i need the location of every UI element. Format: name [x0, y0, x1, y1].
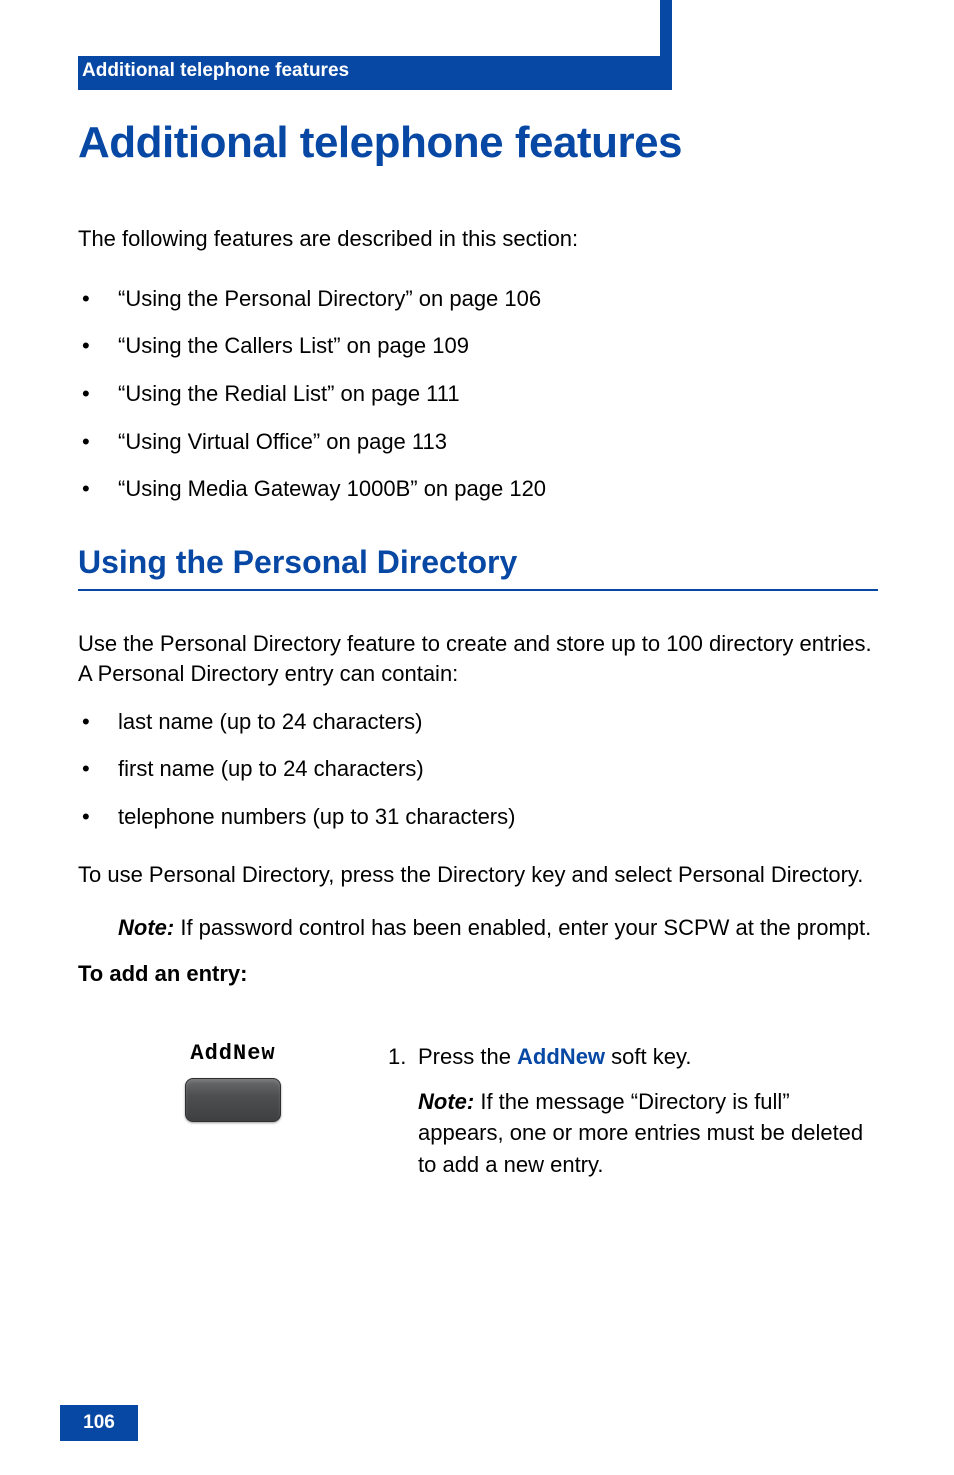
note-body: If password control has been enabled, en… — [174, 915, 871, 940]
field-item: last name (up to 24 characters) — [78, 707, 878, 737]
step-illustration: AddNew — [78, 1041, 388, 1122]
intro-paragraph: The following features are described in … — [78, 224, 878, 254]
page-number: 106 — [60, 1405, 138, 1441]
subhead: To add an entry: — [78, 961, 878, 987]
page-title: Additional telephone features — [78, 118, 878, 168]
field-item: first name (up to 24 characters) — [78, 754, 878, 784]
section-p1: Use the Personal Directory feature to cr… — [78, 629, 878, 688]
softkey-button-icon — [185, 1078, 281, 1122]
softkey-label: AddNew — [78, 1041, 388, 1066]
running-header-title: Additional telephone features — [82, 60, 349, 82]
section-p2: To use Personal Directory, press the Dir… — [78, 860, 878, 890]
step-keyword: AddNew — [517, 1044, 605, 1069]
toc-list: “Using the Personal Directory” on page 1… — [78, 284, 878, 504]
section-title: Using the Personal Directory — [78, 544, 878, 591]
note-block: Note: If password control has been enabl… — [78, 913, 878, 943]
toc-item: “Using the Redial List” on page 111 — [78, 379, 878, 409]
step-note: Note: If the message “Directory is full”… — [388, 1086, 878, 1180]
content-area: Additional telephone features The follow… — [78, 108, 878, 1180]
field-item: telephone numbers (up to 31 characters) — [78, 802, 878, 832]
fields-list: last name (up to 24 characters) first na… — [78, 707, 878, 832]
step-number: 1. — [388, 1041, 418, 1072]
page: Additional telephone features Additional… — [0, 0, 954, 1475]
note-label: Note: — [418, 1089, 474, 1114]
step-text-pre: Press the — [418, 1044, 517, 1069]
toc-item: “Using the Personal Directory” on page 1… — [78, 284, 878, 314]
step-text: 1.Press the AddNew soft key. Note: If th… — [388, 1041, 878, 1180]
step-line: 1.Press the AddNew soft key. — [388, 1041, 878, 1072]
toc-item: “Using Virtual Office” on page 113 — [78, 427, 878, 457]
toc-item: “Using the Callers List” on page 109 — [78, 331, 878, 361]
toc-item: “Using Media Gateway 1000B” on page 120 — [78, 474, 878, 504]
note-body: If the message “Directory is full” appea… — [418, 1089, 863, 1176]
step-row: AddNew 1.Press the AddNew soft key. Note… — [78, 1041, 878, 1180]
step-text-post: soft key. — [605, 1044, 691, 1069]
note-label: Note: — [118, 915, 174, 940]
header-cutout — [78, 0, 660, 56]
